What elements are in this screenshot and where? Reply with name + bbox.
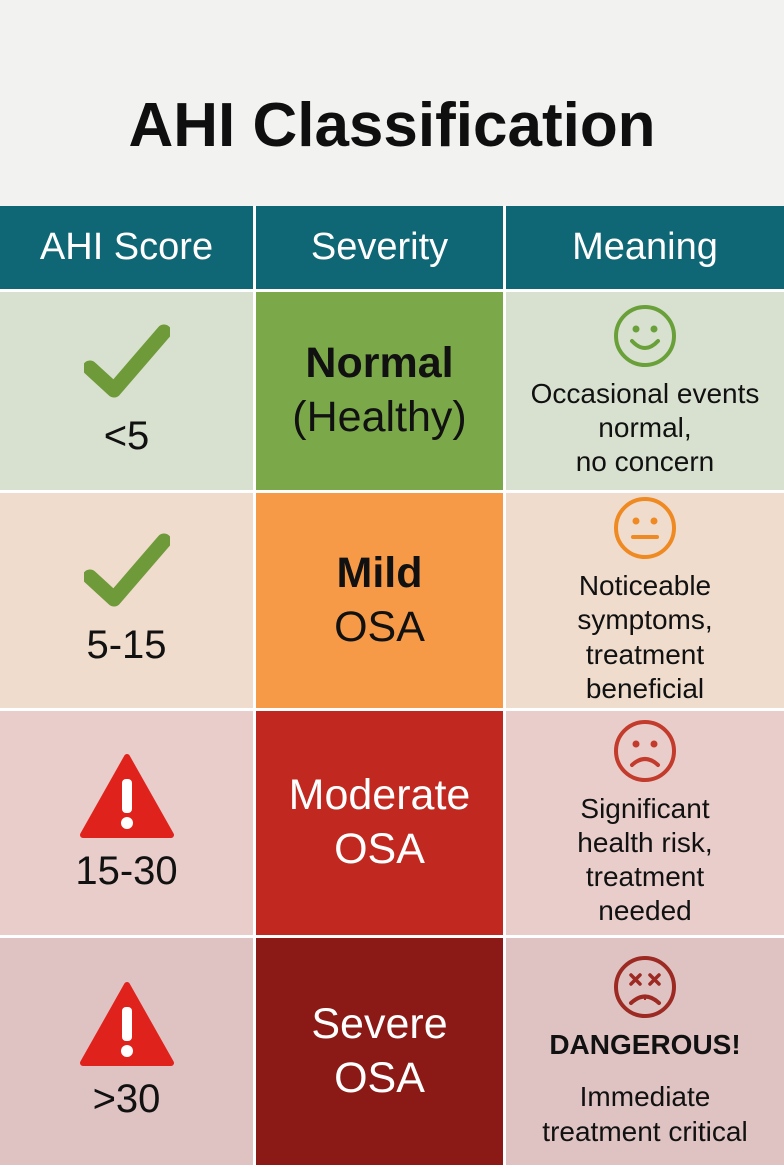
warning-icon bbox=[79, 982, 174, 1066]
severity-cell: Mild OSA bbox=[256, 493, 506, 711]
score-cell: 15-30 bbox=[0, 711, 256, 938]
ahi-score-value: >30 bbox=[92, 1077, 161, 1121]
score-cell: 5-15 bbox=[0, 493, 256, 711]
meaning-cell: DANGEROUS! Immediate treatment critical bbox=[506, 938, 784, 1168]
meaning-cell: Occasional events normal, no concern bbox=[506, 292, 784, 493]
neutral-face-icon bbox=[614, 497, 676, 560]
severity-label: Severe bbox=[311, 999, 448, 1048]
severity-sublabel: OSA bbox=[334, 825, 425, 873]
meaning-line: no concern bbox=[575, 446, 715, 478]
meaning-line: Occasional events bbox=[530, 377, 760, 409]
meaning-line: treatment bbox=[585, 861, 705, 892]
severity-cell: Severe OSA bbox=[256, 938, 506, 1168]
distressed-face-icon bbox=[614, 956, 676, 1019]
meaning-line: symptoms, bbox=[577, 604, 713, 636]
check-icon bbox=[83, 533, 170, 607]
severity-sublabel: OSA bbox=[334, 602, 425, 651]
meaning-cell: Significant health risk, treatment needed bbox=[506, 711, 784, 938]
meaning-line: Immediate bbox=[579, 1081, 711, 1113]
header-severity: Severity bbox=[256, 206, 506, 292]
meaning-text: Immediate treatment critical bbox=[542, 1080, 747, 1148]
severity-label: Moderate bbox=[288, 771, 471, 820]
meaning-line: Noticeable bbox=[578, 570, 712, 602]
warning-icon bbox=[79, 753, 174, 838]
meaning-text: Significant health risk, treatment needed bbox=[577, 792, 712, 929]
ahi-score-value: 5-15 bbox=[86, 623, 167, 667]
severity-sublabel: OSA bbox=[334, 1053, 425, 1102]
severity-cell: Moderate OSA bbox=[256, 711, 506, 938]
score-cell: >30 bbox=[0, 938, 256, 1168]
check-icon bbox=[83, 324, 170, 397]
meaning-line: treatment bbox=[585, 638, 705, 670]
severity-cell: Normal (Healthy) bbox=[256, 292, 506, 493]
ahi-score-value: <5 bbox=[103, 413, 150, 458]
meaning-line: needed bbox=[598, 895, 692, 927]
meaning-cell: Noticeable symptoms, treatment beneficial bbox=[506, 493, 784, 711]
smile-face-icon bbox=[614, 304, 676, 367]
meaning-line: health risk, bbox=[577, 826, 713, 858]
severity-label: Mild bbox=[336, 548, 423, 597]
meaning-line: normal, bbox=[598, 411, 692, 443]
ahi-score-value: 15-30 bbox=[75, 848, 178, 893]
header-ahi-score: AHI Score bbox=[0, 206, 256, 292]
score-cell: <5 bbox=[0, 292, 256, 493]
severity-label: Normal bbox=[305, 339, 454, 388]
meaning-text: Noticeable symptoms, treatment beneficial bbox=[577, 569, 712, 706]
page-title: AHI Classification bbox=[128, 90, 656, 160]
classification-table: AHI Score Severity Meaning <5 Normal (Heal… bbox=[0, 206, 784, 1168]
severity-sublabel: (Healthy) bbox=[292, 393, 467, 441]
header-meaning: Meaning bbox=[506, 206, 784, 292]
meaning-line: beneficial bbox=[585, 672, 705, 704]
meaning-line: treatment critical bbox=[542, 1115, 748, 1147]
meaning-text: Occasional events normal, no concern bbox=[531, 377, 760, 479]
meaning-title: DANGEROUS! bbox=[549, 1029, 741, 1061]
meaning-line: Significant bbox=[580, 792, 710, 824]
sad-face-icon bbox=[614, 719, 676, 782]
